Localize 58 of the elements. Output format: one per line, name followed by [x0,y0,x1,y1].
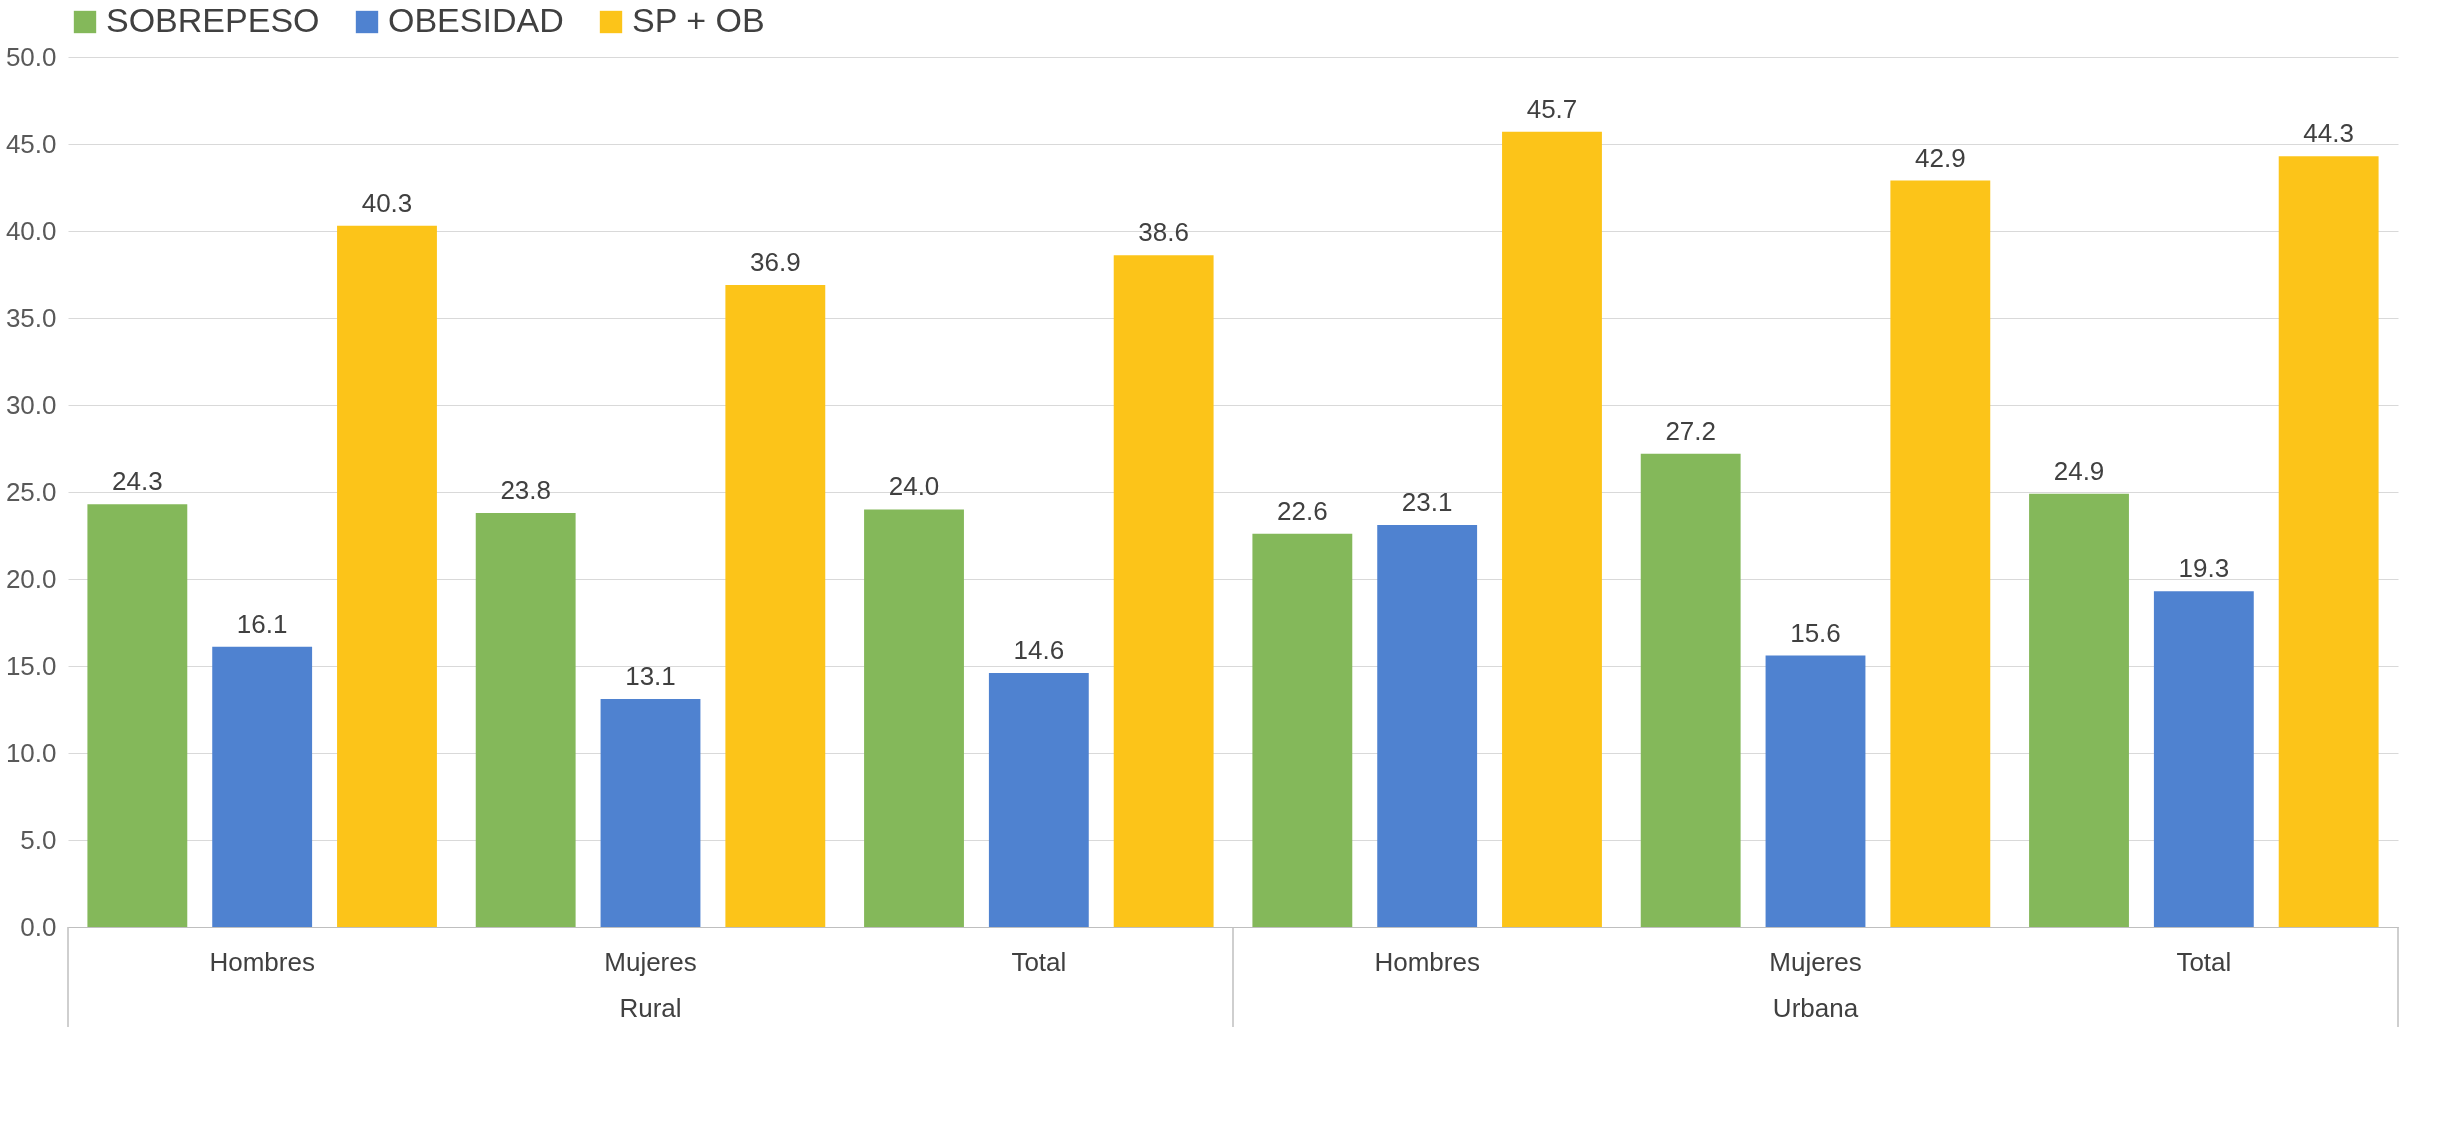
bar [1502,131,1602,927]
data-label: 14.6 [1013,634,1065,665]
bar [2029,493,2129,927]
data-label: 16.1 [236,608,288,639]
bar [475,512,576,927]
bar [864,509,964,927]
legend-label: SOBREPESO [106,1,320,39]
y-tick-label: 35.0 [5,302,57,333]
y-tick-label: 15.0 [5,650,57,681]
data-label: 15.6 [1790,617,1841,648]
bar [2153,591,2254,927]
bar [725,284,826,927]
x-tick-label: Hombres [1374,946,1480,977]
legend-label: SP + OB [632,1,765,39]
y-tick-label: 0.0 [20,911,57,942]
y-tick-label: 30.0 [5,389,57,420]
data-label: 23.1 [1401,487,1453,518]
y-tick-label: 25.0 [5,476,57,507]
bar [212,646,313,927]
bar [1252,533,1353,927]
text: Rural [619,993,682,1023]
bar [1377,525,1478,927]
y-tick-label: 10.0 [5,737,57,768]
y-tick-label: 45.0 [5,128,57,159]
bar [1890,180,1991,927]
x-tick-label: Total [2176,946,2232,977]
x-tick-label: Hombres [209,946,315,977]
y-tick-label: 40.0 [5,215,57,246]
bar [1765,655,1866,927]
text: Urbana [1772,993,1859,1023]
data-label: 27.2 [1665,415,1716,446]
bar [988,672,1089,927]
data-label: 44.3 [2303,118,2354,149]
data-label: 45.7 [1526,93,1578,124]
legend-label: OBESIDAD [388,1,564,39]
data-label: 40.3 [361,187,413,218]
data-label: 13.1 [625,661,676,692]
bar [1640,453,1741,927]
x-tick-label: Mujeres [604,946,697,977]
bar [337,225,437,927]
data-label: 36.9 [750,246,801,277]
x-tick-label: Total [1011,946,1067,977]
data-label: 42.9 [1915,142,1966,173]
bar [2278,156,2379,927]
data-label: 24.9 [2053,455,2105,486]
y-tick-label: 20.0 [5,563,57,594]
bar [600,699,701,927]
data-label: 22.6 [1277,495,1328,526]
data-label: 24.0 [888,471,940,502]
bar [1113,255,1214,927]
data-label: 38.6 [1138,217,1189,248]
bar [87,504,188,927]
data-label: 24.3 [112,466,163,497]
data-label: 23.8 [500,474,551,505]
data-label: 19.3 [2178,553,2230,584]
y-tick-label: 50.0 [5,41,57,72]
y-tick-label: 5.0 [20,824,57,855]
x-tick-label: Mujeres [1769,946,1862,977]
